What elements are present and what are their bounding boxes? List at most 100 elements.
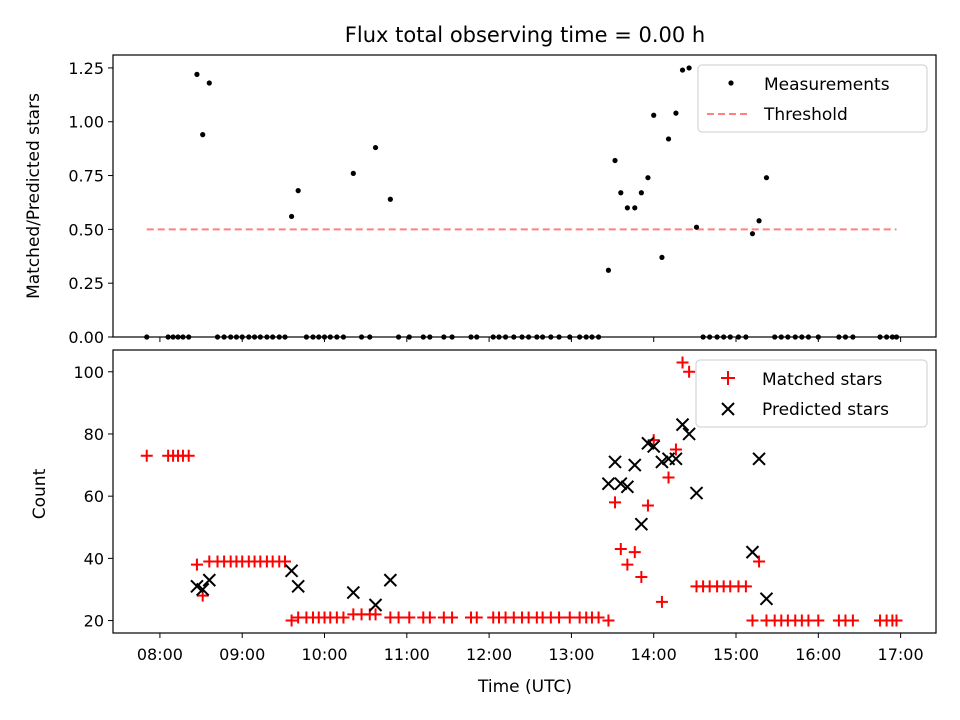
predicted-star-point: [614, 477, 628, 491]
bottom-plot-area: [140, 356, 903, 627]
matched-star-point: [812, 614, 825, 627]
top-y-tick-label: 1.00: [68, 113, 104, 132]
top-axes-frame: [112, 54, 937, 338]
matched-star-point: [628, 546, 641, 559]
top-legend: Measurements Threshold: [697, 64, 928, 133]
measurement-point: [200, 132, 206, 138]
predicted-star-point: [291, 579, 305, 594]
matched-star-point: [337, 611, 350, 624]
predicted-star-point: [202, 573, 216, 587]
top-panel: Flux total observing time = 0.00 h Match…: [24, 23, 937, 347]
measurement-point: [295, 188, 301, 194]
predicted-star-point: [634, 517, 649, 531]
bottom-x-tick-label: 15:00: [713, 645, 759, 664]
measurement-point: [618, 190, 624, 196]
x-axis-label: Time (UTC): [477, 677, 572, 697]
bottom-x-tick-label: 11:00: [384, 645, 430, 664]
predicted-star-point: [759, 592, 774, 606]
predicted-star-point: [368, 598, 383, 612]
measurement-point: [665, 136, 672, 142]
bottom-x-tick-label: 08:00: [137, 645, 183, 664]
measurement-point: [749, 231, 756, 237]
bottom-panel: Count Time (UTC) 20 40 60 80 100 08:00 09:00 1…: [30, 349, 937, 697]
bottom-x-tick-label: 14:00: [631, 645, 677, 664]
predicted-star-point: [620, 480, 635, 494]
bottom-axes-frame: [112, 349, 937, 634]
matched-star-point: [403, 611, 416, 624]
bottom-x-tick-label: 09:00: [219, 645, 265, 664]
matched-star-point: [553, 611, 566, 624]
predicted-star-point: [745, 545, 760, 559]
predicted-star-point: [689, 486, 704, 500]
predicted-star-point: [195, 582, 210, 597]
measurement-point: [206, 80, 212, 86]
chart-title: Flux total observing time = 0.00 h: [345, 23, 705, 47]
matched-star-point: [662, 471, 675, 484]
bottom-y-tick-label: 20: [84, 612, 104, 631]
matched-star-point: [285, 614, 298, 627]
predicted-star-point: [383, 573, 398, 587]
matched-star-point: [621, 558, 634, 571]
matched-star-point: [369, 608, 382, 621]
measurement-point: [372, 144, 379, 151]
matched-star-point: [446, 611, 459, 624]
matched-star-point: [676, 356, 689, 369]
bottom-legend-box: [695, 359, 928, 428]
matched-star-point: [890, 614, 903, 627]
measurement-point: [624, 205, 630, 211]
matched-star-point: [746, 614, 759, 627]
bottom-x-ticks: 08:00 09:00 10:00 11:00 12:00 13:00 14:00 15:00…: [137, 633, 924, 664]
matched-star-point: [392, 611, 405, 624]
matched-star-point: [182, 449, 195, 462]
measurement-point: [659, 254, 665, 260]
legend-measurements-label: Measurements: [764, 75, 890, 95]
measurement-point: [350, 170, 356, 176]
predicted-star-point: [647, 439, 661, 454]
matched-star-point: [683, 365, 696, 378]
matched-star-point: [602, 614, 615, 627]
legend-threshold-label: Threshold: [763, 105, 848, 125]
measurement-point: [679, 67, 686, 73]
legend-measurements-marker: [728, 80, 734, 86]
bottom-y-tick-label: 60: [84, 487, 104, 506]
top-y-axis-label: Matched/Predicted stars: [24, 93, 44, 299]
matched-star-point: [635, 571, 648, 584]
legend-predicted-marker: [721, 402, 735, 416]
measurement-point: [194, 71, 200, 77]
bottom-y-tick-label: 100: [73, 363, 104, 382]
predicted-star-point: [752, 452, 766, 466]
measurement-point: [645, 175, 651, 181]
measurement-point: [387, 196, 393, 202]
matched-star-point: [614, 543, 627, 556]
bottom-x-tick-label: 10:00: [301, 645, 347, 664]
measurement-point: [288, 213, 295, 220]
bottom-x-tick-label: 17:00: [878, 645, 924, 664]
measurement-point: [673, 110, 679, 116]
predicted-star-point: [284, 564, 299, 578]
matched-star-point: [739, 580, 752, 593]
legend-matched-label: Matched stars: [762, 370, 882, 390]
measurement-point: [632, 205, 638, 211]
bottom-y-tick-label: 80: [84, 425, 104, 444]
bottom-y-ticks: 20 40 60 80 100: [73, 363, 113, 631]
predicted-star-point: [601, 477, 616, 491]
matched-star-point: [669, 443, 682, 456]
bottom-x-tick-label: 16:00: [795, 645, 841, 664]
predicted-star-point: [346, 585, 361, 600]
predicted-star-point: [608, 455, 622, 469]
top-y-ticks: 0.00 0.25 0.50 0.75 1.00 1.25: [68, 59, 113, 347]
matched-star-point: [190, 558, 203, 571]
bottom-legend: Matched stars Predicted stars: [695, 359, 928, 428]
measurement-point: [612, 157, 618, 164]
top-y-tick-label: 0.00: [68, 328, 104, 347]
predicted-star-point: [682, 427, 696, 441]
matched-star-point: [423, 611, 436, 624]
matched-star-point: [140, 449, 153, 462]
legend-matched-marker: [721, 371, 735, 385]
matched-star-point: [609, 496, 622, 509]
top-y-tick-label: 0.25: [68, 274, 104, 293]
matched-star-point: [641, 499, 654, 512]
matched-star-point: [592, 611, 605, 624]
top-y-tick-label: 0.50: [68, 220, 104, 239]
